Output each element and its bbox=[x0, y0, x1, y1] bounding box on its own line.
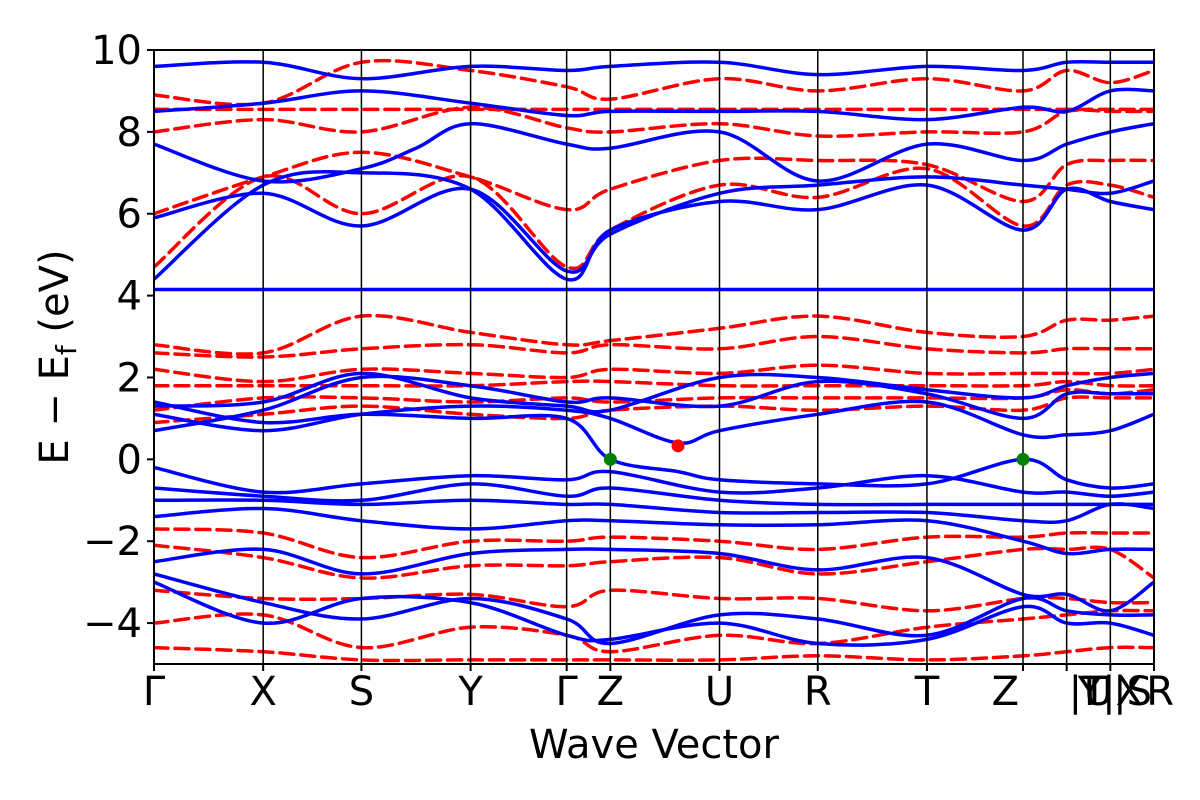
x-tick-label: U|S bbox=[1084, 669, 1152, 715]
y-tick-label: 4 bbox=[117, 274, 142, 320]
spin-down-band-line bbox=[154, 387, 1154, 412]
y-tick-label: 6 bbox=[117, 192, 142, 238]
spin-up-band-line bbox=[154, 547, 1154, 613]
x-tick-label: R bbox=[804, 669, 832, 715]
x-tick-label: X bbox=[249, 669, 276, 715]
spin-down-band-line bbox=[154, 379, 1154, 388]
spin-down-band-line bbox=[154, 363, 1154, 384]
spin-up-band-line bbox=[154, 87, 1154, 122]
spin-up-band-line bbox=[154, 175, 1154, 274]
y-tick-label: 10 bbox=[91, 28, 142, 74]
spin-up-band-line bbox=[154, 374, 1154, 433]
y-tick-label: −2 bbox=[83, 519, 142, 565]
spin-down-band-line bbox=[154, 58, 1154, 107]
spin-down-band-line bbox=[154, 334, 1154, 359]
cbm-marker bbox=[671, 439, 685, 453]
vbm-marker bbox=[603, 452, 617, 466]
x-tick-label: Γ bbox=[556, 669, 579, 715]
x-tick-label: R bbox=[1146, 669, 1174, 715]
y-axis-ticks: −4 −2 0 2 4 6 8 10 bbox=[83, 28, 154, 647]
plot-frame bbox=[153, 49, 1155, 665]
k-point-lines bbox=[262, 50, 1112, 664]
spin-up-band-line bbox=[154, 580, 1154, 647]
x-tick-label: |T bbox=[1069, 669, 1107, 715]
x-tick-label: Z bbox=[597, 669, 624, 715]
band-edge-markers bbox=[603, 439, 1030, 466]
band-series-layer bbox=[154, 58, 1154, 663]
spin-down-band-line bbox=[154, 150, 1154, 216]
spin-up-band-line bbox=[154, 371, 1154, 414]
x-tick-label: T bbox=[914, 669, 940, 715]
spin-up-band-line bbox=[154, 59, 1154, 81]
x-tick-label: S bbox=[349, 669, 374, 715]
vbm-marker bbox=[1016, 452, 1030, 466]
spin-up-band-line bbox=[154, 465, 1154, 498]
x-tick-label: Z bbox=[992, 669, 1019, 715]
spin-up-band-line bbox=[154, 506, 1154, 556]
y-tick-label: 2 bbox=[117, 355, 142, 401]
spin-up-band-line bbox=[154, 572, 1154, 646]
y-tick-label: −4 bbox=[83, 601, 142, 647]
x-axis-ticks: Γ X S Y Γ Z U R T Z |TY|XU|SR bbox=[143, 664, 1174, 715]
spin-down-band-line bbox=[154, 645, 1154, 663]
spin-down-band-line bbox=[154, 588, 1154, 613]
y-axis-label: E − Ef (eV) bbox=[32, 249, 83, 464]
x-tick-label: Γ bbox=[143, 669, 166, 715]
x-tick-label: Y|X bbox=[1077, 669, 1143, 715]
x-tick-label: Y bbox=[457, 669, 483, 715]
spin-down-band-line bbox=[154, 527, 1154, 560]
y-tick-label: 8 bbox=[117, 110, 142, 156]
spin-down-band-line bbox=[154, 313, 1154, 356]
spin-down-band-line bbox=[154, 105, 1154, 138]
spin-up-band-line bbox=[154, 399, 1154, 445]
spin-up-band-line bbox=[154, 498, 1154, 525]
spin-up-band-line bbox=[154, 169, 1154, 282]
spin-down-band-line bbox=[154, 543, 1154, 580]
y-tick-label: 0 bbox=[117, 437, 142, 483]
x-tick-label: U bbox=[705, 669, 734, 715]
x-axis-label: Wave Vector bbox=[529, 722, 780, 768]
spin-up-band-line bbox=[154, 482, 1154, 507]
